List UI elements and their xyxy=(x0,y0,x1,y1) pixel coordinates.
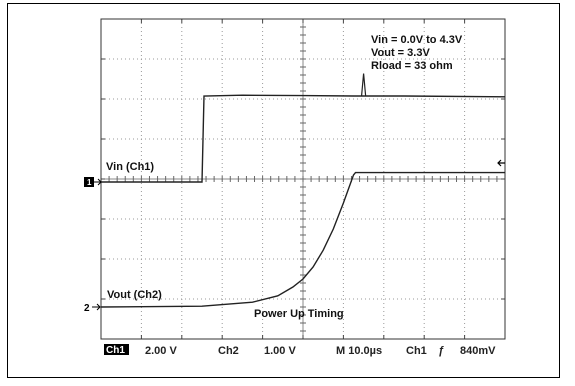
status-bar: Ch1 2.00 V Ch2 1.00 V M 10.0µs Ch1 ƒ 840… xyxy=(104,344,496,357)
traces xyxy=(100,73,506,308)
vin-glitch xyxy=(361,73,367,96)
ch2-status-label: Ch2 xyxy=(218,345,239,357)
trace-vout xyxy=(100,171,505,308)
trigger-level: 840mV xyxy=(460,345,496,357)
condition-vin: Vin = 0.0V to 4.3V xyxy=(371,34,463,46)
trigger-slope: ƒ xyxy=(438,345,444,357)
chart-frame: 1 2 Vin = 0.0V to 4.3V Vout = 3.3V Rload… xyxy=(7,3,560,378)
ch1-scale: 2.00 V xyxy=(145,345,177,357)
ch1-ground-label: 1 xyxy=(87,178,92,187)
series-label-vout: Vout (Ch2) xyxy=(107,289,162,301)
ch1-status-badge xyxy=(104,344,129,355)
ch2-scale: 1.00 V xyxy=(264,345,296,357)
ch2-ground-label: 2 xyxy=(84,303,90,314)
condition-rload: Rload = 33 ohm xyxy=(371,60,453,72)
ch1-ground-marker: 1 xyxy=(84,177,102,187)
oscilloscope-chart: 1 2 Vin = 0.0V to 4.3V Vout = 3.3V Rload… xyxy=(84,18,506,357)
trigger-level-marker xyxy=(497,159,505,167)
graticule-border xyxy=(100,18,506,340)
ch1-status-label: Ch1 xyxy=(106,345,125,356)
timebase: M 10.0µs xyxy=(336,345,382,357)
ch2-ground-marker: 2 xyxy=(84,303,101,314)
grid xyxy=(100,18,506,340)
condition-vout: Vout = 3.3V xyxy=(371,47,430,59)
trace-vin xyxy=(101,94,506,183)
trigger-source: Ch1 xyxy=(406,345,427,357)
series-label-vin: Vin (Ch1) xyxy=(106,161,154,173)
chart-title: Power Up Timing xyxy=(254,308,344,320)
